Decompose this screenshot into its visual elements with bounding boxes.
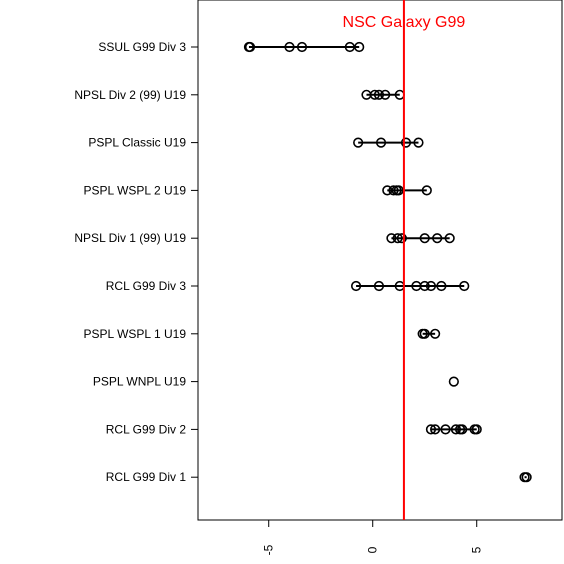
data-point — [400, 137, 412, 148]
y-tick-label: RCL G99 Div 3 — [106, 279, 187, 293]
data-point — [432, 233, 443, 244]
data-point — [350, 280, 362, 292]
data-point — [457, 424, 468, 435]
data-point — [396, 233, 407, 244]
data-point — [448, 376, 459, 387]
data-point — [419, 328, 430, 339]
data-point — [243, 41, 255, 53]
data-point — [425, 280, 437, 292]
data-point — [296, 41, 308, 53]
x-tick-label: -5 — [262, 544, 276, 555]
y-tick-label: SSUL G99 Div 3 — [98, 40, 186, 54]
data-point — [380, 89, 391, 100]
row-group: PSPL WNPL U19 — [93, 375, 459, 389]
data-point — [471, 424, 482, 435]
data-point — [450, 424, 462, 435]
rows-layer: SSUL G99 Div 3 NPSL Div 2 (99) U19 PSPL Cl… — [74, 40, 532, 484]
row-group: PSPL WSPL 2 U19 — [84, 183, 432, 197]
data-point — [419, 233, 430, 244]
data-point — [440, 424, 451, 435]
data-point — [373, 280, 385, 292]
y-tick-label: PSPL WNPL U19 — [93, 375, 186, 389]
y-tick-label: RCL G99 Div 2 — [106, 422, 187, 436]
data-point — [386, 233, 397, 244]
data-point — [419, 280, 430, 292]
x-axis: -5 0 5 — [262, 520, 484, 555]
y-tick-label: PSPL WSPL 2 U19 — [84, 183, 187, 197]
y-tick-label: NPSL Div 2 (99) U19 — [74, 88, 186, 102]
data-point — [425, 424, 437, 435]
data-point — [369, 89, 380, 100]
data-point — [373, 89, 385, 100]
y-tick-label: NPSL Div 1 (99) U19 — [74, 231, 186, 245]
row-group: NPSL Div 2 (99) U19 — [74, 88, 405, 102]
row-group: RCL G99 Div 1 — [106, 470, 532, 484]
row-group: NPSL Div 1 (99) U19 — [74, 231, 455, 245]
y-tick-label: PSPL WSPL 1 U19 — [84, 327, 187, 341]
y-tick-label: PSPL Classic U19 — [88, 136, 186, 150]
data-point — [392, 233, 403, 244]
data-point — [430, 328, 441, 339]
data-point — [375, 137, 387, 148]
data-point — [459, 280, 470, 292]
x-tick-label: 5 — [470, 546, 484, 553]
row-group: SSUL G99 Div 3 — [98, 40, 365, 54]
data-point — [421, 185, 432, 196]
plot-frame — [197, 0, 563, 521]
data-point — [444, 233, 455, 244]
row-group: RCL G99 Div 3 — [106, 279, 470, 293]
data-point — [353, 137, 364, 148]
row-group: PSPL Classic U19 — [88, 136, 424, 150]
row-group: PSPL WSPL 1 U19 — [84, 327, 441, 341]
data-point — [284, 41, 295, 53]
data-point — [388, 185, 399, 196]
data-point — [436, 280, 447, 292]
data-point — [413, 137, 424, 148]
y-tick-label: RCL G99 Div 1 — [106, 470, 187, 484]
reference-line-label: NSC Galaxy G99 — [343, 14, 466, 31]
data-point — [430, 424, 441, 435]
data-point — [521, 472, 532, 483]
data-point — [354, 41, 365, 53]
row-group: RCL G99 Div 2 — [106, 422, 482, 436]
x-tick-label: 0 — [366, 546, 380, 553]
